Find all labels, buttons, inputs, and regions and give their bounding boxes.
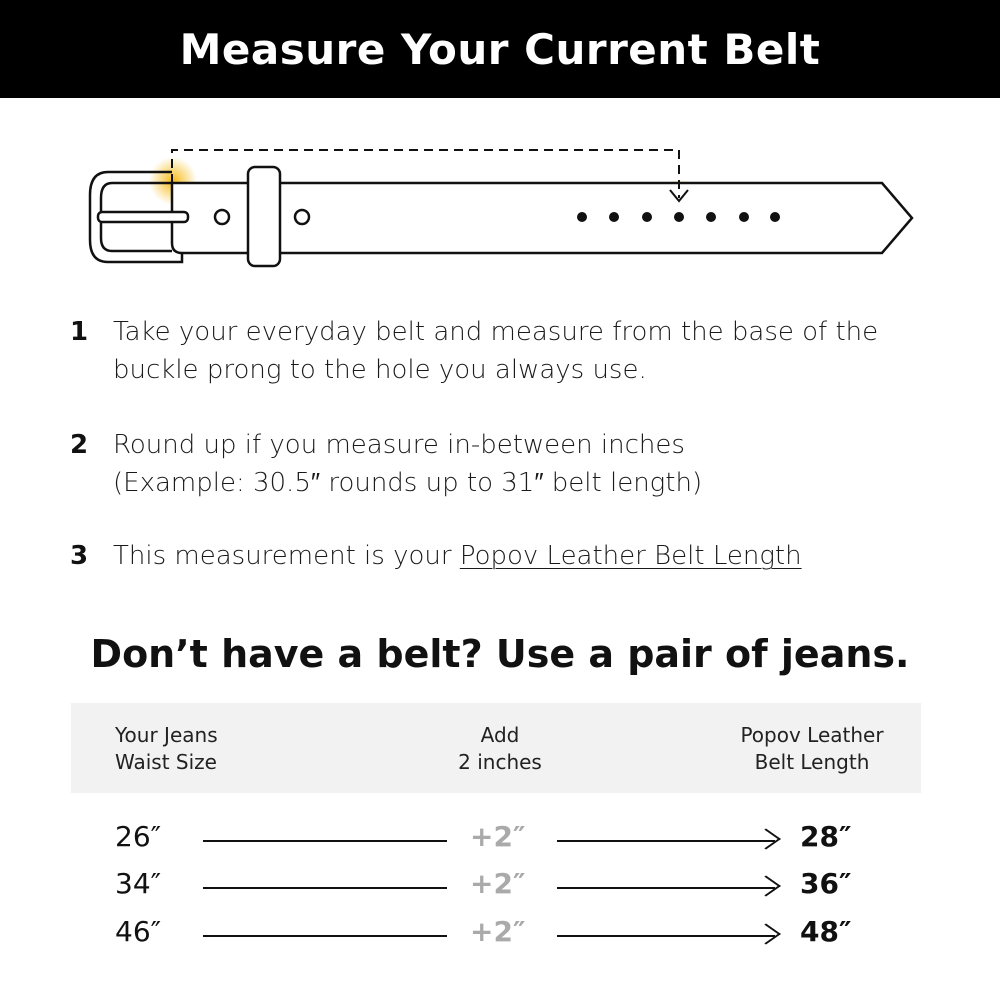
belt-strap — [170, 181, 914, 255]
column-header-add: Add 2 inches — [458, 723, 542, 774]
belt-length-link[interactable]: Popov Leather Belt Length — [459, 541, 802, 571]
waist-size: 26″ — [115, 820, 162, 853]
belt-hole — [577, 212, 587, 222]
add-amount: +2″ — [470, 915, 526, 948]
step-text: buckle prong to the hole you always use. — [113, 355, 647, 385]
header-banner: Measure Your Current Belt — [0, 0, 1000, 98]
step-text: Take your everyday belt and measure from… — [113, 317, 879, 347]
belt-hole — [642, 212, 652, 222]
step-1: 1 Take your everyday belt and measure fr… — [70, 313, 878, 389]
page-title: Measure Your Current Belt — [179, 24, 821, 74]
line — [203, 935, 447, 937]
line — [203, 840, 447, 842]
column-header-waist: Your Jeans Waist Size — [115, 723, 218, 774]
belt-hole — [706, 212, 716, 222]
step-2: 2 Round up if you measure in-between inc… — [70, 426, 702, 502]
arrow-right-icon — [751, 875, 781, 897]
step-number: 2 — [70, 430, 89, 460]
belt-length: 28″ — [800, 820, 852, 853]
arrow-line — [557, 935, 775, 937]
arrow-down-icon — [669, 189, 689, 203]
step-text: This measurement is your — [113, 541, 460, 571]
line — [203, 887, 447, 889]
arrow-right-icon — [751, 828, 781, 850]
arrow-line — [557, 887, 775, 889]
belt-length: 48″ — [800, 915, 852, 948]
column-header-belt: Popov Leather Belt Length — [740, 723, 884, 774]
step-text: Round up if you measure in-between inche… — [113, 430, 685, 460]
step-text: (Example: 30.5″ rounds up to 31″ belt le… — [113, 468, 703, 498]
waist-size: 46″ — [115, 915, 162, 948]
buckle-prong — [96, 210, 190, 224]
belt-hole — [674, 212, 684, 222]
table-row: 46″ +2″ 48″ — [0, 915, 1000, 955]
table-row: 26″ +2″ 28″ — [0, 820, 1000, 860]
jeans-heading: Don’t have a belt? Use a pair of jeans. — [90, 632, 910, 676]
belt-hole — [293, 208, 311, 226]
step-3: 3 This measurement is your Popov Leather… — [70, 537, 802, 575]
belt-keeper — [246, 165, 282, 268]
belt-hole — [739, 212, 749, 222]
step-number: 1 — [70, 317, 89, 347]
waist-size: 34″ — [115, 867, 162, 900]
arrow-right-icon — [751, 923, 781, 945]
add-amount: +2″ — [470, 820, 526, 853]
belt-diagram — [88, 149, 914, 268]
measure-dashed-line — [171, 149, 680, 198]
table-row: 34″ +2″ 36″ — [0, 867, 1000, 907]
add-amount: +2″ — [470, 867, 526, 900]
belt-hole — [609, 212, 619, 222]
table-header: Your Jeans Waist Size Add 2 inches Popov L… — [71, 703, 921, 793]
belt-hole — [213, 208, 231, 226]
belt-length: 36″ — [800, 867, 852, 900]
belt-hole — [770, 212, 780, 222]
step-number: 3 — [70, 541, 89, 571]
arrow-line — [557, 840, 775, 842]
